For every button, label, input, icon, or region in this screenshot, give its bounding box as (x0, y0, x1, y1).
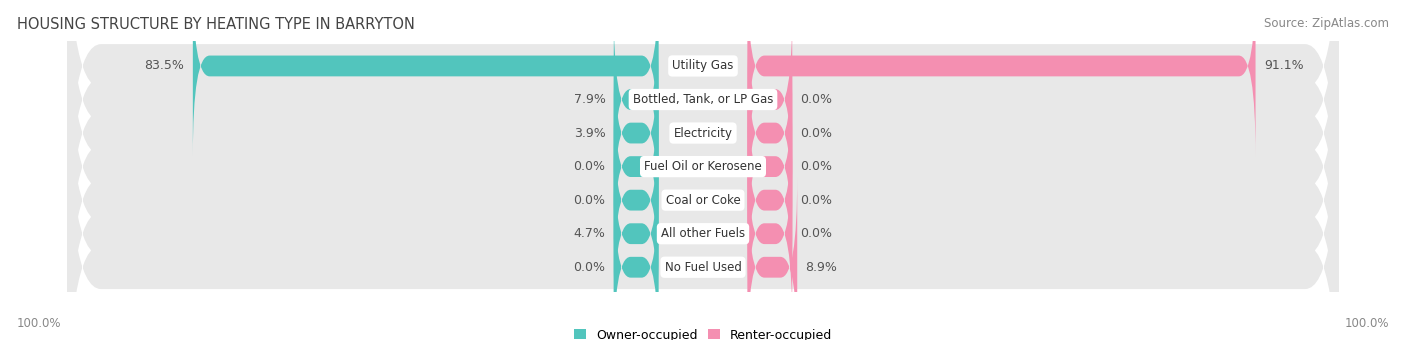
Text: Electricity: Electricity (673, 126, 733, 139)
Text: 100.0%: 100.0% (17, 317, 62, 330)
Text: 0.0%: 0.0% (574, 160, 606, 173)
FancyBboxPatch shape (67, 0, 1339, 279)
Text: All other Fuels: All other Fuels (661, 227, 745, 240)
Text: 91.1%: 91.1% (1264, 59, 1303, 72)
Text: 3.9%: 3.9% (574, 126, 606, 139)
Text: 0.0%: 0.0% (574, 194, 606, 207)
Text: 0.0%: 0.0% (800, 160, 832, 173)
Text: 0.0%: 0.0% (800, 194, 832, 207)
FancyBboxPatch shape (67, 0, 1339, 312)
Text: 7.9%: 7.9% (574, 93, 606, 106)
FancyBboxPatch shape (614, 143, 658, 324)
Text: 0.0%: 0.0% (574, 261, 606, 274)
Text: Utility Gas: Utility Gas (672, 59, 734, 72)
FancyBboxPatch shape (614, 110, 658, 290)
Legend: Owner-occupied, Renter-occupied: Owner-occupied, Renter-occupied (574, 328, 832, 340)
Text: HOUSING STRUCTURE BY HEATING TYPE IN BARRYTON: HOUSING STRUCTURE BY HEATING TYPE IN BAR… (17, 17, 415, 32)
FancyBboxPatch shape (614, 76, 658, 257)
Text: Coal or Coke: Coal or Coke (665, 194, 741, 207)
FancyBboxPatch shape (67, 21, 1339, 340)
FancyBboxPatch shape (614, 177, 658, 340)
Text: 100.0%: 100.0% (1344, 317, 1389, 330)
FancyBboxPatch shape (748, 76, 792, 257)
Text: 0.0%: 0.0% (800, 126, 832, 139)
Text: Source: ZipAtlas.com: Source: ZipAtlas.com (1264, 17, 1389, 30)
Text: Bottled, Tank, or LP Gas: Bottled, Tank, or LP Gas (633, 93, 773, 106)
FancyBboxPatch shape (614, 43, 658, 223)
FancyBboxPatch shape (748, 9, 792, 190)
Text: 8.9%: 8.9% (806, 261, 838, 274)
Text: Fuel Oil or Kerosene: Fuel Oil or Kerosene (644, 160, 762, 173)
FancyBboxPatch shape (67, 54, 1339, 340)
FancyBboxPatch shape (67, 0, 1339, 245)
FancyBboxPatch shape (748, 110, 792, 290)
FancyBboxPatch shape (67, 0, 1339, 340)
Text: 0.0%: 0.0% (800, 93, 832, 106)
FancyBboxPatch shape (748, 43, 792, 223)
Text: No Fuel Used: No Fuel Used (665, 261, 741, 274)
Text: 0.0%: 0.0% (800, 227, 832, 240)
FancyBboxPatch shape (614, 9, 658, 190)
FancyBboxPatch shape (748, 177, 797, 340)
FancyBboxPatch shape (67, 88, 1339, 340)
Text: 4.7%: 4.7% (574, 227, 606, 240)
Text: 83.5%: 83.5% (145, 59, 184, 72)
FancyBboxPatch shape (748, 0, 1256, 156)
FancyBboxPatch shape (193, 0, 658, 156)
FancyBboxPatch shape (748, 143, 792, 324)
